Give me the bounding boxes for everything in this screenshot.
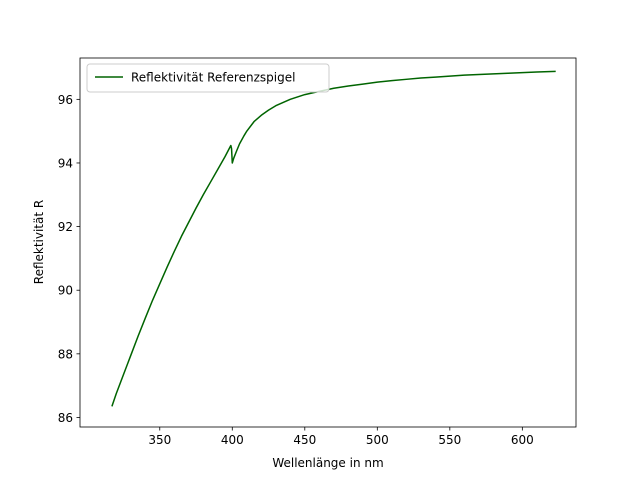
y-tick-label: 88 [58, 347, 73, 361]
legend: Reflektivität Referenzspigel [86, 63, 330, 93]
y-tick-label: 92 [58, 220, 73, 234]
y-tick-label: 86 [58, 411, 73, 425]
x-axis-label: Wellenlänge in nm [272, 456, 383, 470]
x-tick-label: 350 [148, 433, 171, 447]
plot-background [80, 58, 576, 427]
series-line-0 [111, 70, 556, 407]
y-tick-label: 90 [58, 284, 73, 298]
x-tick-label: 600 [511, 433, 534, 447]
legend-box [86, 63, 330, 93]
plot-frame [79, 57, 577, 428]
x-tick-label: 450 [293, 433, 316, 447]
y-axis-label: Reflektivität R [32, 200, 46, 284]
x-axis-ticks: 350 400 450 500 550 600 [148, 427, 534, 447]
y-tick-label: 94 [58, 156, 73, 170]
y-tick-label: 96 [58, 93, 73, 107]
legend-entry-label: Reflektivität Referenzspigel [131, 71, 295, 85]
plot-area [79, 57, 577, 428]
x-tick-label: 550 [438, 433, 461, 447]
x-tick-label: 500 [366, 433, 389, 447]
y-axis-ticks: 86 88 90 92 94 96 [58, 93, 80, 425]
x-tick-label: 400 [221, 433, 244, 447]
